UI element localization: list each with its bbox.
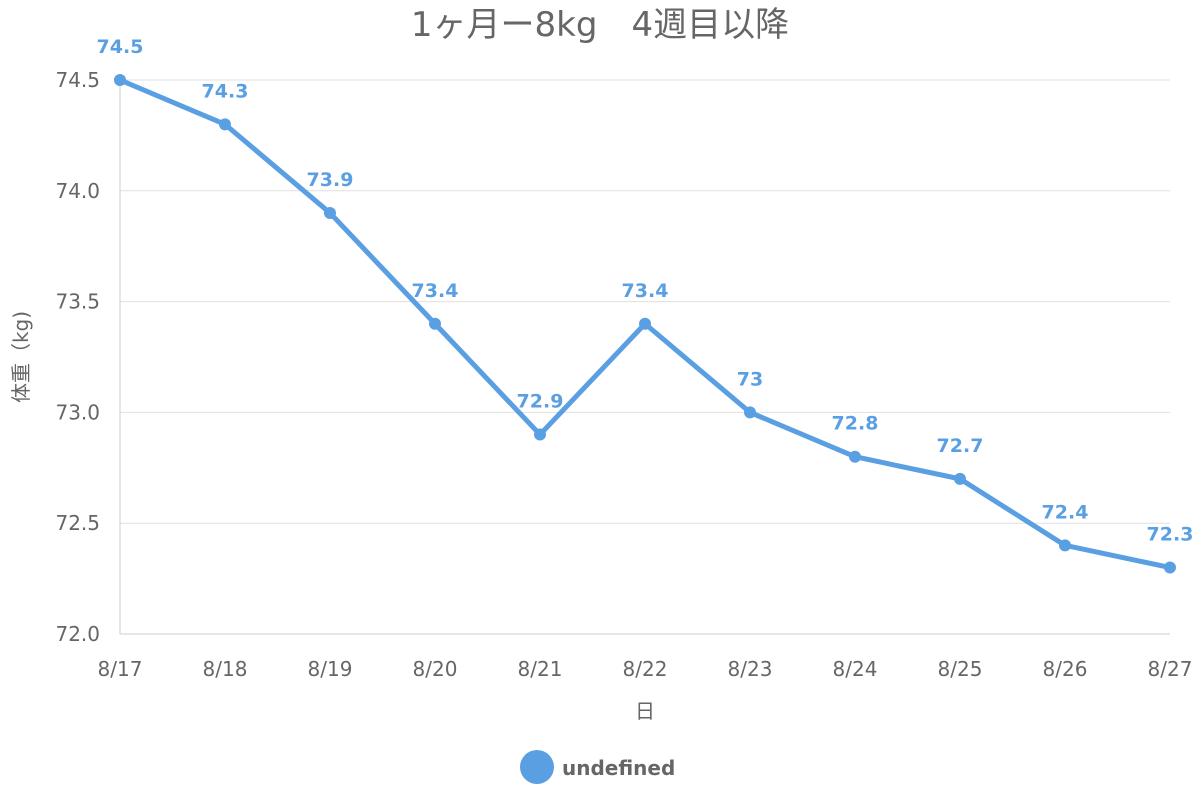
- data-label: 74.3: [202, 80, 249, 102]
- x-tick-label: 8/27: [1148, 657, 1193, 681]
- data-point[interactable]: [954, 472, 966, 485]
- data-label: 72.3: [1147, 524, 1194, 546]
- x-tick-label: 8/18: [203, 657, 248, 681]
- chart-title: 1ヶ月ー8kg 4週目以降: [411, 5, 789, 45]
- data-label: 72.8: [832, 413, 879, 435]
- data-label: 72.4: [1042, 501, 1089, 523]
- x-tick-label: 8/26: [1043, 657, 1088, 681]
- series-group: 74.5 74.3 73.9 73.4 72.9 73.4 73 72.8 72.7 72.4 72…: [97, 36, 1194, 574]
- legend-marker: [520, 750, 554, 784]
- data-label: 74.5: [97, 36, 144, 58]
- data-point[interactable]: [219, 118, 231, 131]
- data-point[interactable]: [639, 317, 651, 330]
- data-point[interactable]: [1164, 561, 1176, 574]
- y-tick-label: 74.5: [55, 68, 100, 92]
- x-tick-label: 8/22: [623, 657, 668, 681]
- x-tick-label: 8/23: [728, 657, 773, 681]
- gridlines: [120, 79, 1170, 635]
- data-label: 73.9: [307, 169, 354, 191]
- x-tick-label: 8/21: [518, 657, 563, 681]
- y-tick-label: 73.0: [55, 400, 100, 424]
- legend-label: undefined: [562, 756, 675, 780]
- data-label: 73.4: [412, 280, 459, 302]
- x-tick-label: 8/19: [308, 657, 353, 681]
- data-point[interactable]: [1059, 539, 1071, 552]
- data-label: 73: [737, 368, 763, 390]
- x-tick-label: 8/20: [413, 657, 458, 681]
- x-tick-label: 8/25: [938, 657, 983, 681]
- y-tick-label: 72.0: [55, 622, 100, 646]
- x-tick-label: 8/24: [833, 657, 878, 681]
- legend[interactable]: undefined: [520, 750, 675, 784]
- x-axis-label: 日: [635, 699, 655, 723]
- y-tick-label: 73.5: [55, 290, 100, 314]
- data-point[interactable]: [849, 450, 861, 463]
- data-point[interactable]: [534, 428, 546, 441]
- data-point[interactable]: [114, 74, 126, 86]
- y-axis-ticks: 72.0 72.5 73.0 73.5 74.0 74.5: [55, 68, 100, 646]
- data-point[interactable]: [429, 317, 441, 330]
- x-axis-ticks: 8/17 8/18 8/19 8/20 8/21 8/22 8/23 8/24 8/25 8/26…: [98, 657, 1193, 681]
- y-tick-label: 72.5: [55, 511, 100, 535]
- data-point[interactable]: [744, 406, 756, 419]
- data-label: 72.7: [937, 435, 984, 457]
- data-label: 73.4: [622, 280, 669, 302]
- data-point[interactable]: [324, 206, 336, 219]
- y-axis-label: 体重（kg): [9, 311, 33, 403]
- y-tick-label: 74.0: [55, 179, 100, 203]
- data-label: 72.9: [517, 391, 564, 413]
- x-tick-label: 8/17: [98, 657, 143, 681]
